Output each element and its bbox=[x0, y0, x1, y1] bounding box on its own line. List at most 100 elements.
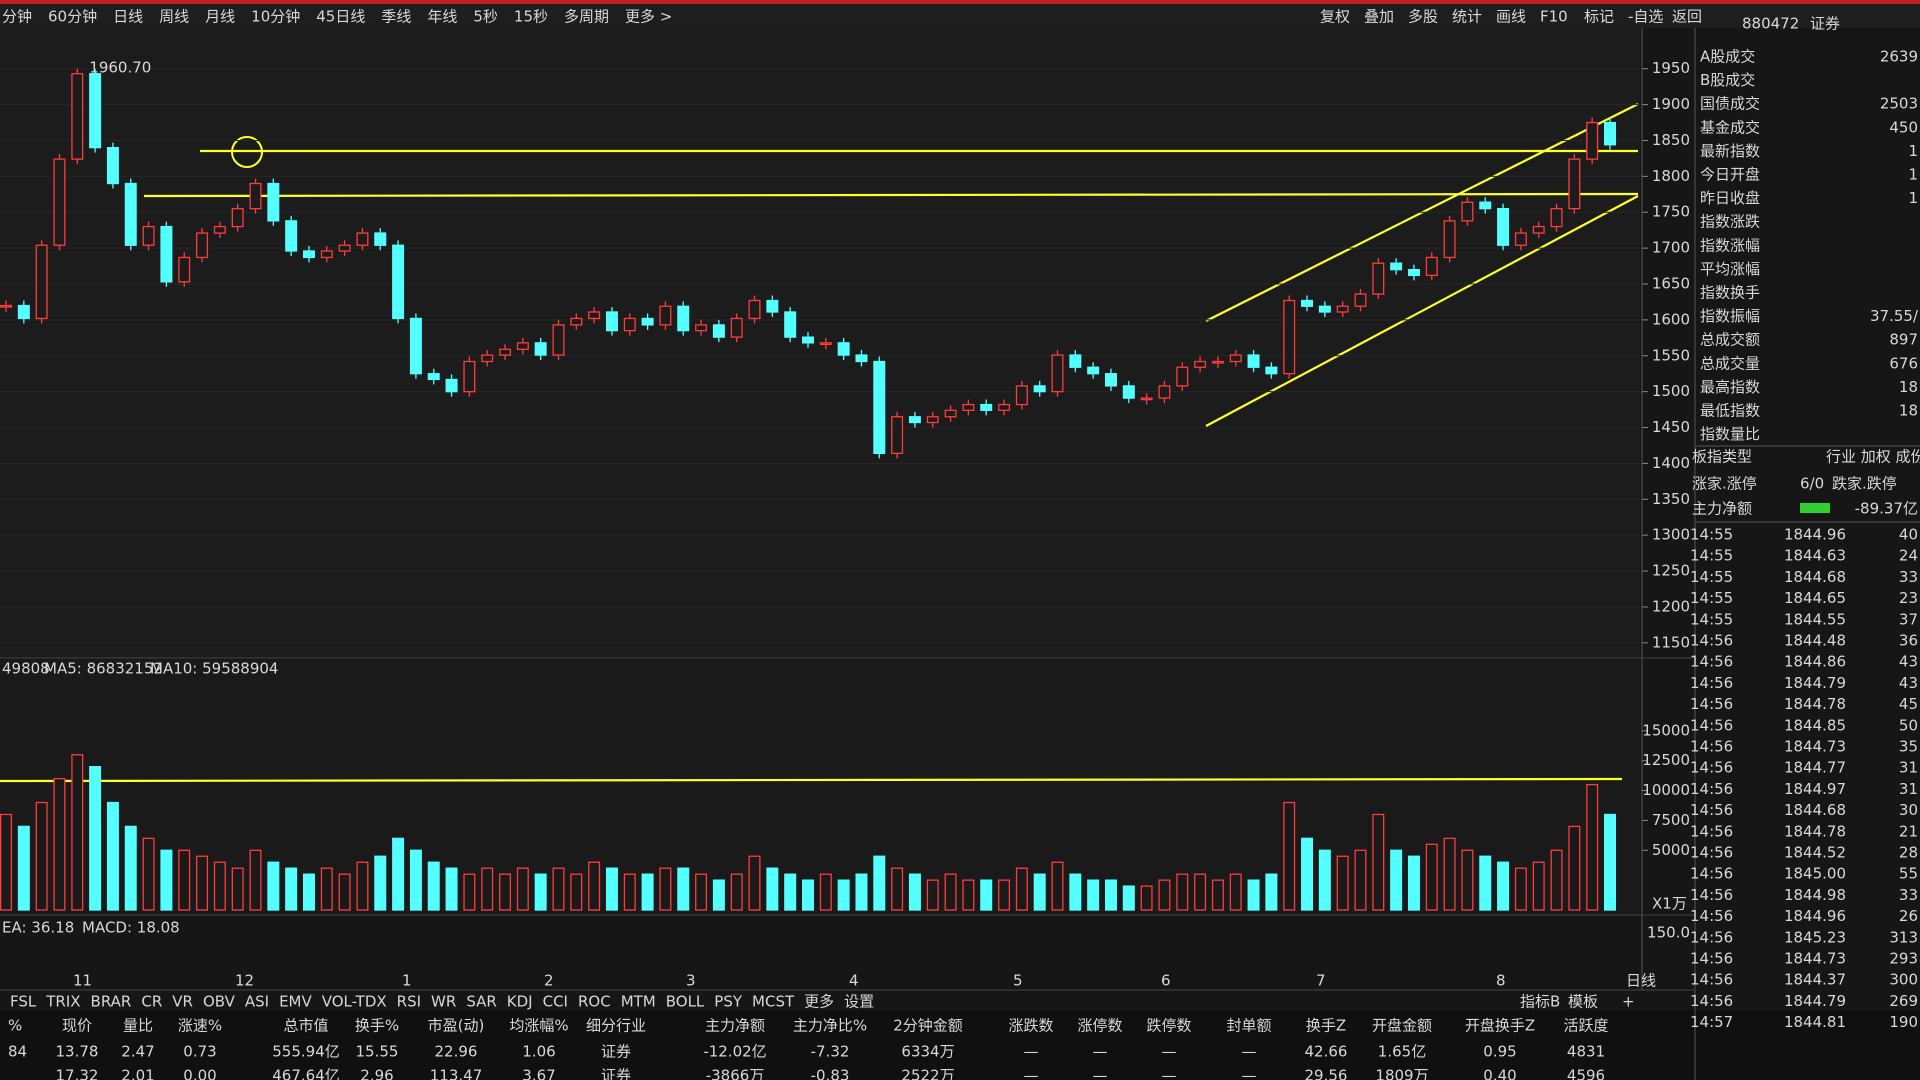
tool-button[interactable]: 返回 bbox=[1672, 8, 1702, 26]
table-cell: 4831 bbox=[1567, 1043, 1605, 1061]
volume-bar bbox=[356, 861, 369, 911]
info-label: 指数振幅 bbox=[1700, 307, 1760, 325]
indicator-tab[interactable]: KDJ bbox=[507, 993, 533, 1011]
period-tab[interactable]: 周线 bbox=[159, 8, 189, 26]
indicator-tab[interactable]: ASI bbox=[245, 993, 269, 1011]
price-axis-label: 1650 bbox=[1652, 275, 1690, 293]
candle-body bbox=[231, 207, 244, 228]
date-label: 1 bbox=[402, 972, 412, 990]
candle-body bbox=[730, 317, 743, 338]
table-header: 涨跌数 bbox=[1008, 1017, 1053, 1035]
tool-button[interactable]: 标记 bbox=[1584, 8, 1614, 26]
indicator-tab[interactable]: MTM bbox=[621, 993, 656, 1011]
tick-time: 14:55 bbox=[1690, 589, 1733, 607]
volume-bar bbox=[980, 879, 993, 911]
indicator-tab[interactable]: OBV bbox=[203, 993, 236, 1011]
tool-button[interactable]: 多股 bbox=[1408, 8, 1438, 26]
volume-bar bbox=[1443, 837, 1456, 911]
indicator-tab[interactable]: SAR bbox=[466, 993, 496, 1011]
period-tab[interactable]: 5秒 bbox=[473, 8, 498, 26]
indicator-tab[interactable]: BOLL bbox=[666, 993, 705, 1011]
volume-bar bbox=[891, 867, 904, 911]
candle-body bbox=[320, 250, 333, 259]
volume-bar bbox=[1176, 873, 1189, 911]
indicator-tab[interactable]: MCST bbox=[752, 993, 795, 1011]
indicator-tab[interactable]: CR bbox=[141, 993, 162, 1011]
candle-body bbox=[623, 317, 636, 332]
tool-button[interactable]: -自选 bbox=[1628, 8, 1663, 26]
tick-price: 1844.55 bbox=[1784, 610, 1846, 628]
tick-price: 1845.23 bbox=[1784, 928, 1846, 946]
indicator-tab[interactable]: EMV bbox=[279, 993, 312, 1011]
period-tab[interactable]: 日线 bbox=[113, 8, 143, 26]
period-tab[interactable]: 15秒 bbox=[514, 8, 548, 26]
indicator-tab[interactable]: BRAR bbox=[91, 993, 132, 1011]
indicator-tab[interactable]: TRIX bbox=[45, 993, 80, 1011]
info-label: 国债成交 bbox=[1700, 95, 1760, 113]
candle-body bbox=[302, 250, 315, 259]
indicator-tab[interactable]: CCI bbox=[543, 993, 568, 1011]
indicator-tab[interactable]: PSY bbox=[714, 993, 743, 1011]
period-tab[interactable]: 分钟 bbox=[2, 8, 32, 26]
period-tab[interactable]: 多周期 bbox=[564, 8, 609, 26]
indicator-tab[interactable]: WR bbox=[431, 993, 456, 1011]
tool-button[interactable]: 画线 bbox=[1496, 8, 1526, 26]
table-header: 主力净比% bbox=[793, 1017, 867, 1035]
volume-axis-label: 5000 bbox=[1652, 841, 1690, 859]
tick-volume: 190 bbox=[1889, 1013, 1918, 1031]
period-tab[interactable]: 季线 bbox=[381, 8, 411, 26]
tool-button[interactable]: 复权 bbox=[1320, 8, 1350, 26]
indicator-tab[interactable]: 设置 bbox=[844, 993, 874, 1011]
volume-bar bbox=[623, 873, 636, 911]
candle-body bbox=[1390, 262, 1403, 271]
ma5-label: MA5: 86832152 bbox=[44, 660, 163, 678]
candle-body bbox=[427, 373, 440, 381]
indicator-tab[interactable]: ROC bbox=[578, 993, 611, 1011]
candle-body bbox=[534, 342, 547, 356]
period-tab[interactable]: 10分钟 bbox=[251, 8, 300, 26]
tick-volume: 36 bbox=[1899, 632, 1918, 650]
volume-bar bbox=[1407, 855, 1420, 911]
candle-body bbox=[891, 416, 904, 455]
volume-bar bbox=[1033, 873, 1046, 911]
indicator-option[interactable]: 指标B bbox=[1520, 993, 1560, 1011]
table-header: 活跃度 bbox=[1563, 1017, 1608, 1035]
candle-body bbox=[1336, 305, 1349, 313]
table-header: 涨停数 bbox=[1077, 1017, 1122, 1035]
price-axis-label: 1750 bbox=[1652, 203, 1690, 221]
table-cell: 42.66 bbox=[1305, 1043, 1348, 1061]
tool-button[interactable]: 叠加 bbox=[1364, 8, 1394, 26]
period-tab[interactable]: 更多 > bbox=[625, 8, 672, 26]
candle-body bbox=[552, 324, 565, 356]
indicator-tab[interactable]: VR bbox=[172, 993, 193, 1011]
volume-bar bbox=[802, 879, 814, 911]
indicator-tab[interactable]: FSL bbox=[10, 993, 37, 1011]
candle-body bbox=[1158, 385, 1171, 399]
indicator-option[interactable]: + bbox=[1622, 993, 1635, 1011]
tool-button[interactable]: 统计 bbox=[1452, 8, 1482, 26]
volume-bar bbox=[1479, 855, 1492, 911]
candle-body bbox=[641, 317, 654, 326]
period-tab[interactable]: 45日线 bbox=[316, 8, 365, 26]
period-tab[interactable]: 60分钟 bbox=[48, 8, 97, 26]
dea-label: EA: 36.18 bbox=[2, 919, 74, 937]
tool-button[interactable]: F10 bbox=[1540, 8, 1568, 26]
indicator-tab[interactable]: VOL-TDX bbox=[322, 993, 387, 1011]
tick-price: 1844.52 bbox=[1784, 844, 1846, 862]
info-label: 指数换手 bbox=[1700, 284, 1760, 302]
volume-bar bbox=[1514, 867, 1527, 911]
indicator-option[interactable]: 模板 bbox=[1568, 993, 1598, 1011]
macd-label: MACD: 18.08 bbox=[82, 919, 180, 937]
tick-time: 14:56 bbox=[1690, 780, 1733, 798]
period-tab[interactable]: 年线 bbox=[427, 8, 457, 26]
candle-body bbox=[53, 158, 66, 246]
tick-volume: 37 bbox=[1899, 610, 1918, 628]
indicator-tab[interactable]: RSI bbox=[397, 993, 421, 1011]
period-tab[interactable]: 月线 bbox=[205, 8, 235, 26]
candle-body bbox=[819, 342, 832, 345]
volume-bar bbox=[641, 873, 654, 911]
candle-body bbox=[409, 317, 422, 375]
indicator-tab[interactable]: 更多 bbox=[804, 993, 834, 1011]
table-cell: 555.94亿 bbox=[272, 1043, 340, 1061]
volume-bar bbox=[302, 873, 315, 911]
